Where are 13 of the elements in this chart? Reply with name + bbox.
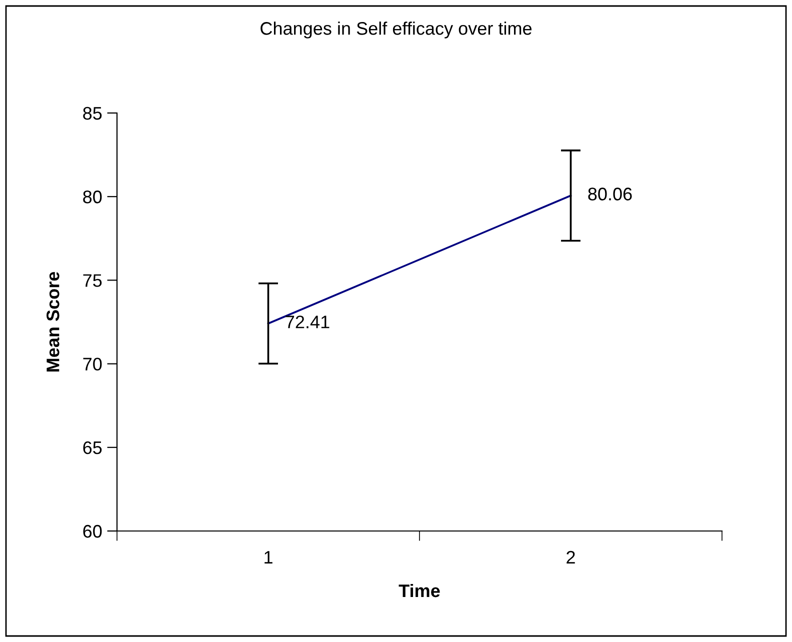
x-tick-label: 1 bbox=[264, 551, 272, 564]
x-tick-label: 2 bbox=[566, 550, 575, 564]
y-tick-label: 85 bbox=[83, 106, 102, 120]
y-tick-label: 80 bbox=[83, 190, 102, 204]
y-tick-label: 75 bbox=[83, 274, 102, 287]
y-tick-label: 70 bbox=[83, 358, 102, 371]
data-label: 80.06 bbox=[588, 188, 632, 200]
x-axis-title: Time bbox=[398, 584, 440, 598]
data-label: 72.41 bbox=[286, 316, 330, 328]
y-tick-label: 60 bbox=[83, 524, 102, 538]
chart-title: Changes in Self efficacy over time bbox=[260, 22, 532, 38]
y-tick-label: 65 bbox=[83, 441, 102, 454]
y-axis-title: Mean Score bbox=[46, 272, 60, 372]
